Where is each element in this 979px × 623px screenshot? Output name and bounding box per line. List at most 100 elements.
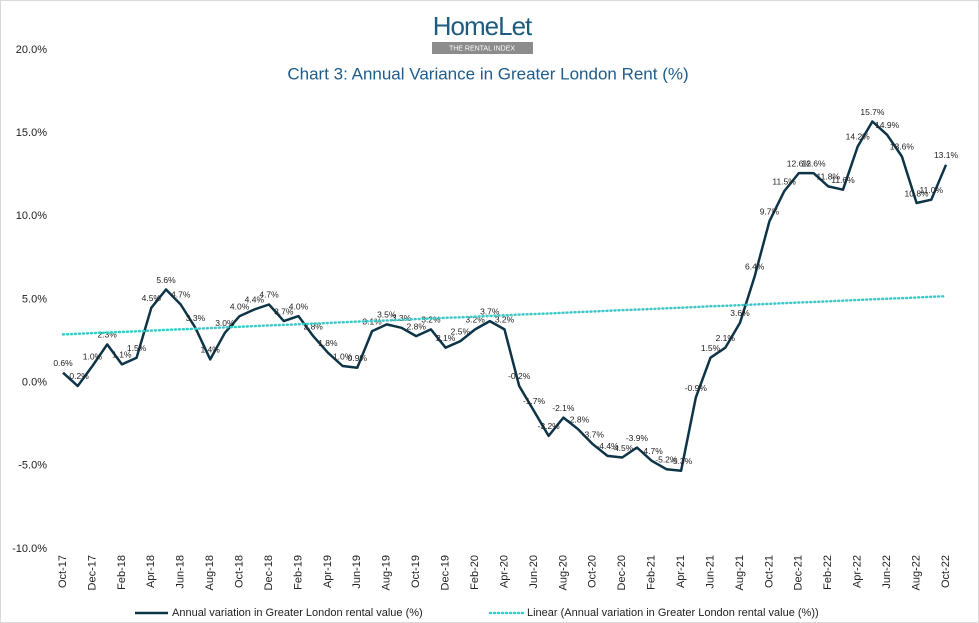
x-tick-label: Dec-19 bbox=[440, 555, 452, 590]
x-tick-label: Oct-21 bbox=[763, 555, 775, 588]
data-label: 3.3% bbox=[392, 313, 412, 323]
data-label: -0.9% bbox=[685, 383, 708, 393]
logo-tagline: THE RENTAL INDEX bbox=[449, 45, 515, 52]
data-label: -3.9% bbox=[626, 433, 649, 443]
data-label: 10.8% bbox=[905, 188, 930, 198]
data-label: -3.7% bbox=[582, 429, 605, 439]
data-label: 15.7% bbox=[860, 107, 885, 117]
data-label: 2.5% bbox=[451, 326, 471, 336]
data-label: 1.0% bbox=[333, 351, 353, 361]
x-tick-label: Apr-22 bbox=[852, 555, 864, 588]
y-tick-label: 10.0% bbox=[16, 210, 47, 222]
data-label: 5.6% bbox=[156, 275, 176, 285]
data-label: 1.8% bbox=[318, 338, 338, 348]
data-label: -2.1% bbox=[552, 403, 575, 413]
data-label: -3.2% bbox=[538, 421, 561, 431]
x-tick-label: Aug-22 bbox=[910, 555, 922, 590]
x-tick-label: Dec-18 bbox=[263, 555, 275, 590]
data-label: 3.7% bbox=[480, 306, 500, 316]
data-label: 4.4% bbox=[245, 295, 265, 305]
x-tick-label: Feb-19 bbox=[292, 555, 304, 590]
x-tick-label: Jun-22 bbox=[881, 555, 893, 589]
data-label: 12.6% bbox=[801, 158, 826, 168]
y-tick-label: -5.0% bbox=[18, 460, 47, 472]
y-tick-label: 5.0% bbox=[22, 293, 47, 305]
x-tick-label: Dec-21 bbox=[793, 555, 805, 590]
x-tick-label: Apr-19 bbox=[322, 555, 334, 588]
data-label: 3.0% bbox=[215, 318, 235, 328]
data-label: -4.7% bbox=[641, 446, 664, 456]
data-label: -2.8% bbox=[567, 414, 590, 424]
data-label: 1.5% bbox=[127, 343, 147, 353]
x-tick-label: Jun-20 bbox=[528, 555, 540, 589]
x-tick-label: Oct-17 bbox=[57, 555, 69, 588]
data-label: -5.3% bbox=[670, 456, 693, 466]
data-label: 14.2% bbox=[846, 132, 871, 142]
data-label: 0.6% bbox=[53, 358, 73, 368]
legend-label: Linear (Annual variation in Greater Lond… bbox=[527, 607, 819, 619]
x-tick-label: Aug-18 bbox=[204, 555, 216, 590]
y-tick-label: 15.0% bbox=[16, 127, 47, 139]
x-tick-label: Dec-17 bbox=[86, 555, 98, 590]
x-tick-label: Apr-21 bbox=[675, 555, 687, 588]
x-tick-label: Aug-20 bbox=[557, 555, 569, 590]
data-label: 3.7% bbox=[274, 306, 294, 316]
data-label: 14.9% bbox=[875, 120, 900, 130]
x-tick-label: Apr-18 bbox=[145, 555, 157, 588]
x-tick-label: Feb-21 bbox=[646, 555, 658, 590]
data-label: 4.7% bbox=[259, 290, 279, 300]
data-label: 2.1% bbox=[436, 333, 456, 343]
x-tick-label: Jun-18 bbox=[175, 555, 187, 589]
x-tick-label: Feb-22 bbox=[822, 555, 834, 590]
data-label: 2.8% bbox=[407, 321, 427, 331]
data-label: 3.2% bbox=[465, 315, 485, 325]
data-label: 1.1% bbox=[112, 350, 132, 360]
data-line bbox=[62, 120, 948, 473]
data-label: 13.6% bbox=[890, 142, 915, 152]
y-tick-label: 20.0% bbox=[16, 44, 47, 56]
x-tick-label: Jun-21 bbox=[704, 555, 716, 589]
x-tick-label: Aug-19 bbox=[381, 555, 393, 590]
data-label: 11.5% bbox=[772, 177, 796, 187]
x-tick-label: Oct-18 bbox=[234, 555, 246, 588]
data-label: 4.7% bbox=[171, 290, 191, 300]
data-label: 11.6% bbox=[831, 175, 855, 185]
data-label: 4.5% bbox=[142, 293, 162, 303]
chart-title: Chart 3: Annual Variance in Greater Lond… bbox=[287, 64, 688, 83]
logo-name: HomeLet bbox=[433, 11, 533, 41]
x-tick-label: Feb-18 bbox=[116, 555, 128, 590]
data-label: -4.4% bbox=[596, 441, 619, 451]
x-tick-label: Oct-22 bbox=[940, 555, 952, 588]
data-label: -0.2% bbox=[67, 371, 90, 381]
data-label: 3.2% bbox=[495, 315, 515, 325]
data-label: 4.0% bbox=[289, 301, 309, 311]
x-tick-label: Apr-20 bbox=[498, 555, 510, 588]
logo-band bbox=[432, 42, 533, 54]
data-label: 3.3% bbox=[186, 313, 206, 323]
x-tick-label: Jun-19 bbox=[351, 555, 363, 589]
data-label: 12.6% bbox=[787, 158, 812, 168]
data-label: 11.0% bbox=[920, 185, 944, 195]
data-label: 2.3% bbox=[97, 330, 117, 340]
data-label: 9.7% bbox=[760, 207, 780, 217]
x-tick-label: Dec-20 bbox=[616, 555, 628, 590]
data-label: -1.7% bbox=[523, 396, 546, 406]
trend-line bbox=[61, 294, 948, 336]
x-tick-label: Oct-20 bbox=[587, 555, 599, 588]
data-label: -4.5% bbox=[611, 443, 634, 453]
y-tick-label: 0.0% bbox=[22, 377, 47, 389]
x-tick-label: Feb-20 bbox=[469, 555, 481, 590]
x-tick-label: Aug-21 bbox=[734, 555, 746, 590]
data-label: 3.5% bbox=[377, 310, 397, 320]
data-label: 11.8% bbox=[817, 172, 841, 182]
data-label: 13.1% bbox=[934, 150, 959, 160]
data-label: 1.0% bbox=[83, 351, 103, 361]
data-label: -5.2% bbox=[655, 454, 678, 464]
data-label: 3.6% bbox=[730, 308, 750, 318]
data-label: 0.9% bbox=[348, 353, 368, 363]
data-label: 1.4% bbox=[200, 345, 220, 355]
data-label: 2.8% bbox=[303, 321, 323, 331]
